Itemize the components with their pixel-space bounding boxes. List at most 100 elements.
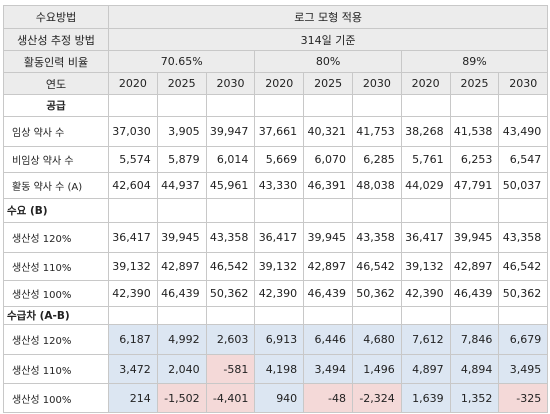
- value-cell: 6,070: [303, 146, 353, 173]
- table-row: 생산성 100% 42,390 46,439 50,362 42,390 46,439 50…: [3, 280, 549, 307]
- table-row: 활동 약사 수 (A) 42,604 44,937 45,961 43,330 46,39…: [3, 172, 549, 199]
- section-title: 수급차 (A-B): [3, 306, 109, 325]
- data-table: 수요방법 로그 모형 적용 생산성 추정 방법 314일 기준 활동인력 비율 70.65…: [3, 5, 549, 413]
- value-cell: 43,358: [351, 222, 402, 253]
- empty-cell: [303, 306, 353, 325]
- value-cell: 40,321: [303, 116, 353, 147]
- value-cell: 6,913: [254, 324, 305, 355]
- empty-cell: [498, 306, 549, 325]
- value-cell: 1,496: [351, 354, 402, 384]
- value-cell: 3,495: [498, 354, 549, 384]
- empty-cell: [205, 306, 256, 325]
- value-cell: 4,897: [400, 354, 451, 384]
- empty-cell: [254, 306, 305, 325]
- value-cell: 6,014: [205, 146, 256, 173]
- empty-cell: [351, 94, 402, 117]
- empty-cell: [351, 198, 402, 223]
- value-cell: 6,446: [303, 324, 353, 355]
- table-row: 비임상 약사 수 5,574 5,879 6,014 5,669 6,070 6,285 5,…: [3, 146, 549, 173]
- table-row: 공급: [3, 94, 549, 117]
- value-cell: 3,494: [303, 354, 353, 384]
- empty-cell: [156, 198, 207, 223]
- year-header: 2020: [108, 72, 158, 95]
- value-cell: 43,330: [254, 172, 305, 199]
- empty-cell: [400, 94, 451, 117]
- empty-cell: [449, 94, 500, 117]
- empty-cell: [108, 94, 158, 117]
- empty-cell: [254, 198, 305, 223]
- row-label: 임상 약사 수: [3, 116, 109, 147]
- table-row: 연도 2020 2025 2030 2020 2025 2030 2020 2025 2030: [3, 72, 549, 95]
- value-cell: 3,905: [156, 116, 207, 147]
- value-cell: 46,542: [498, 252, 549, 281]
- row-label: 비임상 약사 수: [3, 146, 109, 173]
- row-label: 생산성 추정 방법: [3, 28, 109, 51]
- table-row: 수급차 (A-B): [3, 306, 549, 325]
- empty-cell: [205, 94, 256, 117]
- year-header: 2030: [205, 72, 256, 95]
- year-header: 2030: [498, 72, 549, 95]
- row-label: 활동 약사 수 (A): [3, 172, 109, 199]
- value-cell: 4,198: [254, 354, 305, 384]
- value-cell: 42,897: [449, 252, 500, 281]
- ratio-header: 70.65%: [107, 50, 256, 73]
- value-cell: 42,604: [108, 172, 158, 199]
- empty-cell: [254, 94, 305, 117]
- value-cell: 45,961: [205, 172, 256, 199]
- row-label: 생산성 110%: [3, 354, 109, 384]
- empty-cell: [108, 198, 158, 223]
- value-cell: 42,897: [303, 252, 353, 281]
- value-cell: 39,132: [254, 252, 305, 281]
- row-label: 생산성 110%: [3, 252, 109, 281]
- section-title: 공급: [3, 94, 109, 117]
- value-cell: 42,390: [254, 280, 305, 307]
- value-cell: 39,947: [205, 116, 256, 147]
- ratio-header: 80%: [254, 50, 402, 73]
- value-cell: 46,542: [205, 252, 256, 281]
- value-cell: 41,753: [351, 116, 402, 147]
- year-header: 2020: [400, 72, 451, 95]
- row-label: 생산성 120%: [3, 222, 109, 253]
- row-label: 수요방법: [3, 5, 109, 29]
- value-cell: -1,502: [156, 383, 207, 413]
- year-header: 2025: [156, 72, 207, 95]
- table-row: 생산성 120% 36,417 39,945 43,358 36,417 39,945 43…: [3, 222, 549, 253]
- value-cell: 4,894: [449, 354, 500, 384]
- value-cell: 42,897: [156, 252, 207, 281]
- value-cell: 42,390: [108, 280, 158, 307]
- table-row: 생산성 추정 방법 314일 기준: [3, 28, 549, 51]
- table-body: 수요방법 로그 모형 적용 생산성 추정 방법 314일 기준 활동인력 비율 70.65…: [3, 5, 549, 413]
- value-cell: 6,253: [449, 146, 500, 173]
- empty-cell: [108, 306, 158, 325]
- value-cell: 2,040: [156, 354, 207, 384]
- value-cell: -2,324: [351, 383, 402, 413]
- empty-cell: [449, 198, 500, 223]
- value-cell: 46,439: [156, 280, 207, 307]
- value-cell: 6,285: [351, 146, 402, 173]
- value-cell: 4,992: [156, 324, 207, 355]
- value-cell: 940: [254, 383, 305, 413]
- header-cell: 314일 기준: [107, 28, 549, 51]
- value-cell: 50,362: [498, 280, 549, 307]
- value-cell: 1,639: [400, 383, 451, 413]
- empty-cell: [400, 306, 451, 325]
- empty-cell: [498, 198, 549, 223]
- value-cell: 1,352: [449, 383, 500, 413]
- ratio-header: 89%: [400, 50, 549, 73]
- row-label: 생산성 120%: [3, 324, 109, 355]
- value-cell: 44,029: [400, 172, 451, 199]
- value-cell: 6,187: [108, 324, 158, 355]
- value-cell: 46,391: [303, 172, 353, 199]
- value-cell: 44,937: [156, 172, 207, 199]
- value-cell: 37,661: [254, 116, 305, 147]
- value-cell: 37,030: [108, 116, 158, 147]
- value-cell: 5,761: [400, 146, 451, 173]
- value-cell: 39,945: [156, 222, 207, 253]
- value-cell: 36,417: [254, 222, 305, 253]
- value-cell: 36,417: [400, 222, 451, 253]
- empty-cell: [205, 198, 256, 223]
- value-cell: 50,362: [205, 280, 256, 307]
- value-cell: 42,390: [400, 280, 451, 307]
- table-row: 생산성 110% 3,472 2,040 -581 4,198 3,494 1,496 4,8…: [3, 354, 549, 384]
